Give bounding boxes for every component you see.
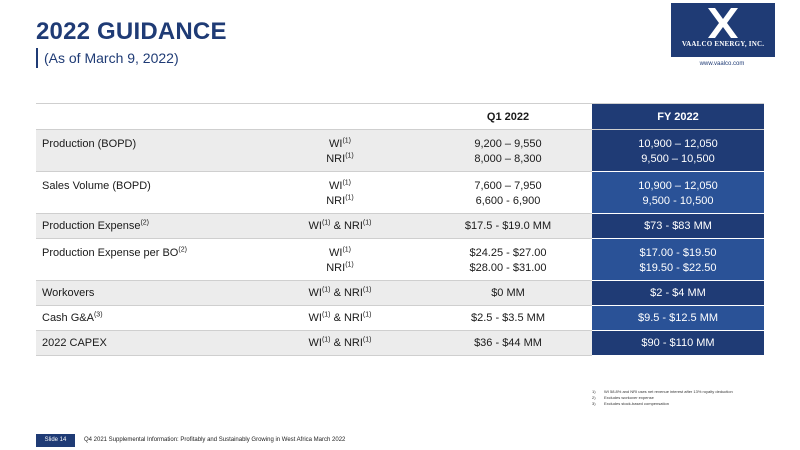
row-q1-value: $36 - $44 MM [424,330,592,356]
row-label: Production Expense per BO(2) [36,238,256,281]
row-q1-value: $2.5 - $3.5 MM [424,305,592,331]
logo-text: VAALCO ENERGY, INC. [681,40,765,48]
header-q1: Q1 2022 [424,103,592,130]
row-q1-value: 7,600 – 7,950 6,600 - 6,900 [424,171,592,214]
row-fy-value: $90 - $110 MM [592,330,764,356]
row-label: Production (BOPD) [36,129,256,172]
row-fy-value: $17.00 - $19.50 $19.50 - $22.50 [592,238,764,281]
footnote: 1) WI 58.8% and NRI uses net revenue inte… [592,389,733,394]
row-q1-value: $0 MM [424,280,592,306]
table-row: Production Expense per BO(2) WI(1) NRI(1… [36,238,764,281]
table-row: Sales Volume (BOPD) WI(1) NRI(1) 7,600 –… [36,171,764,214]
row-fy-value: 10,900 – 12,050 9,500 – 10,500 [592,129,764,172]
row-fy-value: $9.5 - $12.5 MM [592,305,764,331]
row-basis: WI(1) NRI(1) [256,238,424,281]
table-row: Workovers WI(1) & NRI(1) $0 MM $2 - $4 M… [36,280,764,306]
row-q1-value: $24.25 - $27.00 $28.00 - $31.00 [424,238,592,281]
header-blank [36,103,256,130]
footer-text: Q4 2021 Supplemental Information: Profit… [84,437,346,443]
row-basis: WI(1) NRI(1) [256,171,424,214]
row-basis: WI(1) & NRI(1) [256,213,424,239]
header-fy: FY 2022 [592,103,764,130]
page-subtitle: (As of March 9, 2022) [36,48,179,68]
website-link[interactable]: www.vaalco.com [699,61,745,67]
row-fy-value: $2 - $4 MM [592,280,764,306]
page-title: 2022 GUIDANCE [36,18,227,45]
footnote: 3) Excludes stock-based compensation [592,401,669,406]
row-label: 2022 CAPEX [36,330,256,356]
row-q1-value: $17.5 - $19.0 MM [424,213,592,239]
table-header-row: Q1 2022 FY 2022 [36,103,764,130]
row-q1-value: 9,200 – 9,550 8,000 – 8,300 [424,129,592,172]
row-basis: WI(1) & NRI(1) [256,330,424,356]
row-label: Production Expense(2) [36,213,256,239]
table-row: 2022 CAPEX WI(1) & NRI(1) $36 - $44 MM $… [36,330,764,356]
company-logo: VAALCO ENERGY, INC. [671,3,775,57]
row-basis: WI(1) & NRI(1) [256,280,424,306]
slide-number-badge: Slide 14 [36,434,75,447]
footnote: 2) Excludes workover expense [592,395,654,400]
footnotes: 1) WI 58.8% and NRI uses net revenue inte… [592,389,733,407]
row-basis: WI(1) & NRI(1) [256,305,424,331]
table-row: Production (BOPD) WI(1) NRI(1) 9,200 – 9… [36,129,764,172]
row-fy-value: 10,900 – 12,050 9,500 - 10,500 [592,171,764,214]
table-row: Production Expense(2) WI(1) & NRI(1) $17… [36,213,764,239]
row-label: Cash G&A(3) [36,305,256,331]
header-blank [256,103,424,130]
row-label: Sales Volume (BOPD) [36,171,256,214]
row-label: Workovers [36,280,256,306]
row-fy-value: $73 - $83 MM [592,213,764,239]
guidance-table: Q1 2022 FY 2022 Production (BOPD) WI(1) … [36,103,764,356]
vaalco-logo-icon [708,8,738,38]
row-basis: WI(1) NRI(1) [256,129,424,172]
table-row: Cash G&A(3) WI(1) & NRI(1) $2.5 - $3.5 M… [36,305,764,331]
